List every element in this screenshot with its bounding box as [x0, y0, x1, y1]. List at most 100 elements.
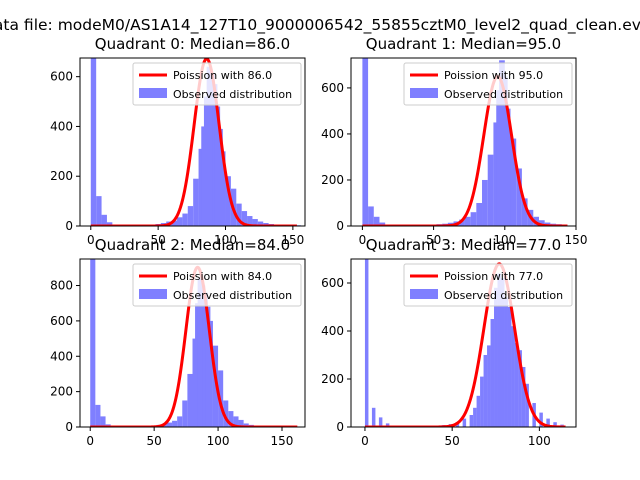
panel-quadrant-0: 0 50 100 150 0 200 400 600 Quadrant 0: Median=86… [50, 35, 306, 247]
y-tick-label: 400 [321, 324, 344, 338]
histogram-bar [371, 407, 376, 427]
histogram-bar [182, 400, 188, 427]
histogram-bar [364, 259, 369, 427]
histogram-bar [257, 221, 264, 226]
histogram-bar [106, 222, 113, 226]
x-tick-label: 150 [271, 434, 294, 448]
histogram-bar [225, 176, 231, 226]
x-tick-label: 100 [207, 434, 230, 448]
y-tick-label: 0 [65, 219, 73, 233]
histogram-bar [205, 306, 211, 427]
y-tick-label: 0 [336, 219, 344, 233]
panel-quadrant-3: 0 50 100 0 200 400 600 Quadrant 3: Median=77.0 P… [321, 236, 577, 448]
x-tick-label: 50 [151, 233, 166, 247]
histogram-bar [101, 214, 107, 226]
histogram-bar [504, 108, 511, 226]
histogram-bar [96, 196, 102, 226]
histogram-bar [209, 74, 215, 226]
histogram-bar [233, 416, 239, 427]
histogram-bar [497, 273, 501, 427]
legend-box [403, 263, 573, 307]
histogram-bar [469, 415, 474, 427]
histogram-bar [198, 148, 204, 226]
histogram-bar [487, 345, 491, 427]
histogram-bar [494, 287, 498, 427]
x-tick-label: 0 [86, 434, 94, 448]
histogram-bar [100, 416, 106, 427]
histogram-bars [90, 58, 301, 226]
y-tick-label: 600 [50, 314, 73, 328]
y-tick-label: 200 [50, 169, 73, 183]
x-tick-label: 0 [359, 233, 367, 247]
histogram-bar [539, 412, 543, 427]
y-tick-label: 600 [321, 276, 344, 290]
histogram-bar [373, 216, 380, 226]
y-tick-label: 600 [50, 70, 73, 84]
histogram-bar [473, 407, 477, 427]
histogram-bar [200, 285, 206, 427]
histogram-bar [243, 423, 249, 427]
histogram-bar [459, 219, 465, 226]
x-tick-label: 100 [493, 233, 516, 247]
legend-hist-label: Observed distribution [173, 88, 292, 101]
histogram-bar [521, 198, 528, 226]
legend-fit-label: Poission with 84.0 [173, 270, 272, 283]
histogram-bar [236, 203, 242, 226]
panel-quadrant-1: 0 50 100 150 0 200 400 600 Quadrant 1: Median=95… [321, 35, 587, 247]
figure-title: Data file: modeM0/AS1A14_127T10_90000065… [0, 16, 640, 35]
x-tick-label: 150 [281, 233, 304, 247]
histogram-bar [90, 58, 97, 226]
histogram-bar [207, 320, 213, 427]
histogram-bars [362, 58, 568, 226]
histogram-bar [197, 278, 203, 427]
histogram-bar [538, 220, 545, 226]
histogram-bar [241, 211, 248, 226]
histogram-bar [368, 206, 374, 226]
histogram-bar [462, 418, 467, 427]
panel-quadrant-2: 0 50 100 150 0 200 400 600 800 Quadrant 2: Median… [50, 236, 306, 448]
y-tick-label: 600 [321, 81, 344, 95]
y-tick-label: 400 [321, 127, 344, 141]
poisson-fit-line [361, 74, 569, 226]
legend-box [132, 62, 302, 106]
legend-fit-label: Poission with 95.0 [444, 69, 543, 82]
y-tick-label: 0 [65, 420, 73, 434]
x-tick-label: 50 [147, 434, 162, 448]
legend-hist-swatch [410, 88, 438, 98]
legend-hist-swatch [139, 88, 167, 98]
histogram-bar [470, 212, 477, 226]
histogram-bar [193, 178, 199, 226]
axes-frame [350, 57, 577, 227]
legend-fit-label: Poission with 77.0 [444, 270, 543, 283]
legend-hist-label: Observed distribution [173, 289, 292, 302]
histogram-bar [172, 420, 178, 427]
x-tick-label: 0 [87, 233, 95, 247]
histogram-bar [490, 319, 495, 427]
histogram-bar [516, 168, 522, 226]
panel-title: Quadrant 2: Median=84.0 [95, 236, 290, 254]
y-tick-label: 400 [50, 119, 73, 133]
histogram-bar [546, 418, 550, 427]
histogram-bar [480, 376, 484, 427]
legend-fit-label: Poission with 86.0 [173, 69, 272, 82]
histogram-bar [385, 423, 390, 427]
histogram-bar [518, 350, 522, 427]
histogram-bar [187, 373, 193, 427]
histogram-bar [511, 326, 515, 427]
histogram-bar [252, 219, 258, 226]
histogram-bar [476, 202, 483, 226]
histogram-bar [182, 213, 188, 226]
histogram-bar [476, 395, 481, 427]
y-tick-label: 200 [321, 173, 344, 187]
legend-hist-swatch [410, 289, 438, 299]
histogram-bar [464, 216, 471, 226]
x-tick-label: 50 [426, 233, 441, 247]
histogram-bar [171, 220, 178, 226]
poisson-fit-line [364, 262, 567, 427]
histogram-bar [223, 400, 229, 427]
histogram-bar [378, 417, 383, 427]
histogram-bar [247, 216, 253, 226]
axes-frame [79, 57, 306, 227]
histogram-bars [364, 259, 564, 427]
